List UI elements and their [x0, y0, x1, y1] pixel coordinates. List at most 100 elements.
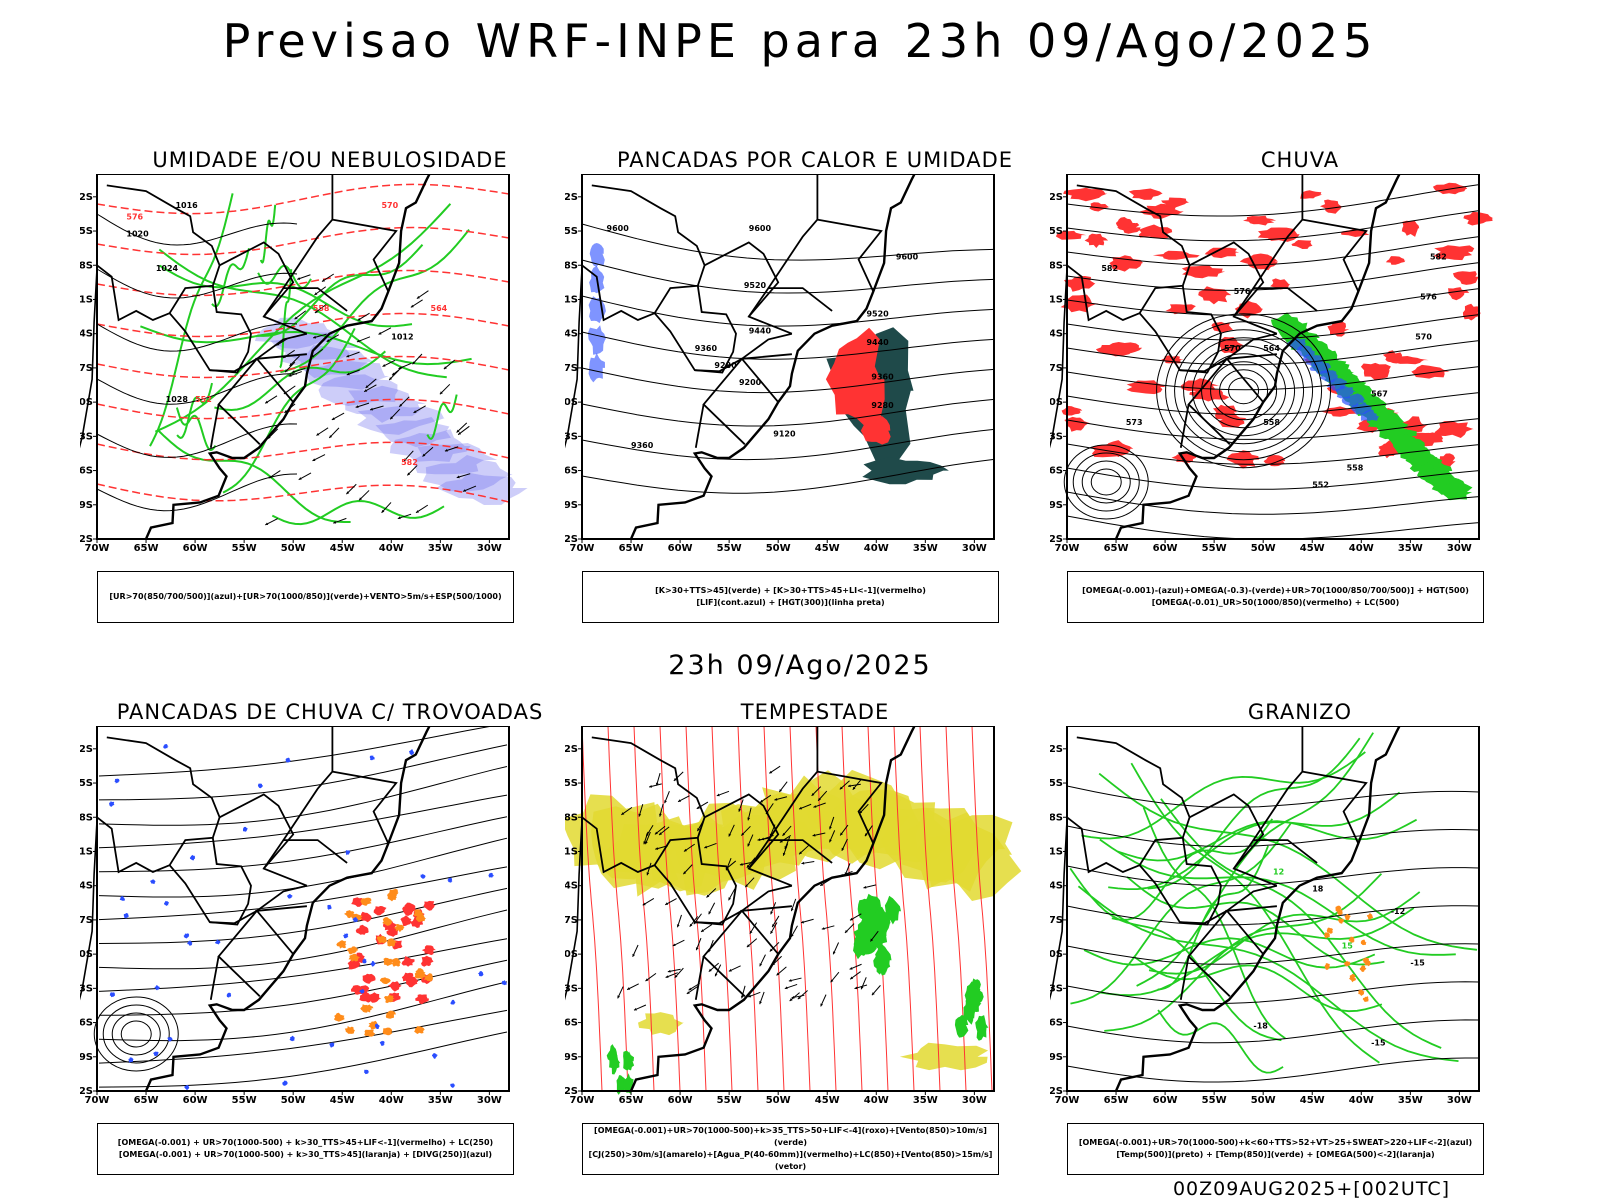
divergence-blue-area — [114, 778, 120, 784]
divergence-blue-area — [189, 854, 196, 861]
wind-vector-head — [821, 927, 825, 930]
wind-vector-head — [841, 847, 845, 851]
wind-vector-head — [665, 902, 669, 905]
lon-tick-label: 50W — [281, 543, 306, 554]
wind-vector-head — [378, 331, 382, 335]
lon-tick-label: 60W — [668, 1095, 693, 1106]
lat-tick-label: 33S — [565, 431, 578, 442]
omega-orange-area — [1343, 960, 1351, 967]
rain-red-area — [1109, 255, 1143, 272]
wind-vector-head — [398, 366, 402, 370]
divergence-blue-area — [119, 896, 125, 901]
divergence-blue-area — [375, 1023, 381, 1029]
wind-vector-head — [782, 852, 786, 856]
country-border — [1189, 241, 1265, 318]
lat-tick-label: 42S — [80, 1086, 93, 1097]
omega-orange-area — [1360, 939, 1367, 946]
country-border — [1138, 285, 1222, 374]
rain-red-area — [1385, 256, 1406, 265]
wind-vector-head — [746, 944, 750, 948]
wind-vector-head — [832, 951, 836, 955]
legend-line: [OMEGA(-0.001)+UR>70(1000-500)+k>35_TTS>… — [594, 1126, 987, 1147]
wind-vector-head — [695, 947, 699, 951]
lat-tick-label: 18S — [565, 260, 578, 271]
streamline — [98, 794, 508, 849]
omega-orange-area — [1323, 932, 1330, 939]
panel-trovoadas: PANCADAS DE CHUVA C/ TROVOADAS 12S 15S 18S… — [80, 700, 580, 1190]
lat-tick-label: 21S — [80, 294, 93, 305]
wind-vector-head — [370, 407, 373, 411]
wind-vector-head — [714, 973, 718, 977]
wind-vector-head — [791, 995, 795, 999]
wind-vector-head — [655, 782, 659, 786]
wind850-green-area — [874, 906, 891, 939]
lon-tick-label: 70W — [1055, 1095, 1080, 1106]
wind-vector-head — [741, 832, 745, 836]
coastline — [1114, 174, 1412, 540]
lat-tick-label: 42S — [565, 534, 578, 545]
wind-vector-head — [860, 986, 864, 990]
omega-orange-area — [1344, 913, 1351, 921]
map-overlays — [93, 726, 508, 1091]
lon-tick-label: 55W — [232, 1095, 257, 1106]
rain-red-area — [1064, 276, 1096, 292]
thunder-red-area — [415, 994, 429, 1005]
panel-title: PANCADAS DE CHUVA C/ TROVOADAS — [116, 700, 544, 724]
hgt500-contour — [1066, 262, 1480, 291]
wind-vector-head — [870, 938, 874, 942]
hgt500-contour — [1066, 491, 1480, 515]
contour-label: 9120 — [773, 429, 796, 438]
lon-tick-label: 35W — [1398, 1095, 1423, 1106]
streamline-850 — [919, 726, 941, 1092]
wind-vector-head — [708, 911, 712, 915]
divergence-blue-area — [153, 1051, 159, 1057]
rain-red-area — [1434, 420, 1474, 438]
rain-red-area — [1320, 199, 1343, 214]
rain-red-area — [1139, 203, 1184, 219]
lon-tick-label: 55W — [1202, 543, 1227, 554]
thunder-red-area — [400, 915, 412, 927]
lon-tick-label: 30W — [962, 1095, 987, 1106]
contour-label: 552 — [1312, 481, 1329, 490]
coastline-west — [565, 820, 583, 1001]
wind-vector-head — [738, 808, 742, 812]
lon-tick-label: 45W — [1300, 543, 1325, 554]
wind-vector-head — [422, 453, 426, 457]
wind-vector-head — [850, 976, 854, 980]
pressure-contour — [96, 268, 298, 299]
wind-vector-head — [389, 377, 393, 381]
thunder-orange-area — [348, 953, 360, 962]
map-frame — [1066, 726, 1480, 1092]
wind850-green-area — [975, 1015, 989, 1041]
humidity-blue-area — [413, 443, 498, 475]
temp850-green-contour — [1099, 838, 1456, 956]
temp500-contour — [1066, 905, 1480, 926]
lat-tick-label: 30S — [1050, 949, 1063, 960]
contour-label: 9520 — [744, 281, 767, 290]
contour-label: 558 — [313, 304, 330, 313]
thickness-red-contour — [96, 441, 510, 461]
lat-tick-label: 27S — [1050, 915, 1063, 926]
wind-vector-head — [776, 972, 780, 976]
divergence-blue-area — [362, 958, 368, 964]
rain-red-area — [1401, 220, 1420, 237]
country-border — [704, 241, 780, 318]
humidity-blue-area — [436, 472, 528, 505]
wind-vector-head — [820, 1003, 824, 1007]
wind-vector-head — [760, 799, 764, 803]
wind-vector-head — [696, 806, 700, 809]
contour-label: 18 — [1312, 884, 1324, 893]
humidity-blue-area — [288, 345, 375, 379]
thunder-orange-area — [393, 924, 405, 933]
wind-vector-head — [789, 998, 793, 1001]
wind-vector-head — [316, 432, 320, 436]
streamline-850 — [841, 726, 863, 1092]
country-border — [332, 770, 398, 844]
rain-red-area — [1434, 245, 1475, 261]
wind-vector-head — [268, 475, 272, 479]
temp500-contour — [1066, 785, 1480, 808]
contour-label: 1012 — [391, 332, 413, 341]
country-border — [256, 884, 308, 912]
country-border — [1226, 884, 1278, 912]
lat-tick-label: 39S — [80, 500, 93, 511]
